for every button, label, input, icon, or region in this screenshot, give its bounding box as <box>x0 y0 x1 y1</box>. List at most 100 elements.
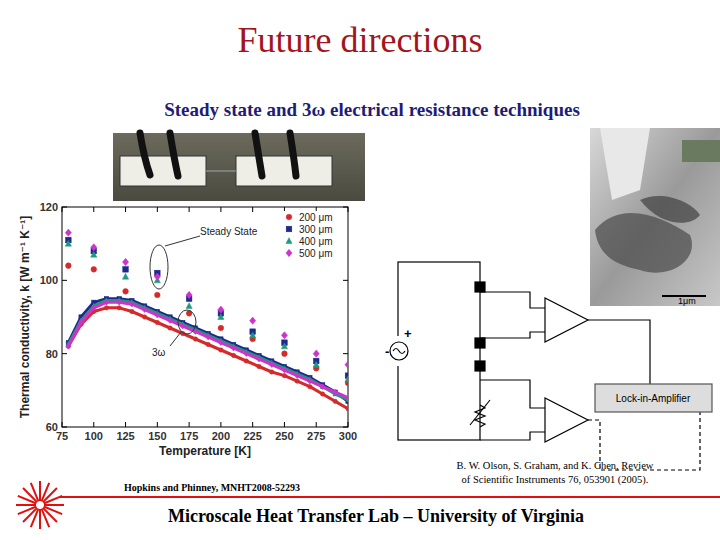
probe <box>140 133 150 175</box>
lock-in-box <box>595 384 712 412</box>
x-tick <box>189 207 190 212</box>
point-steady-state <box>250 332 256 338</box>
point-3omega <box>282 367 287 373</box>
y-tick-label: 60 <box>46 421 58 433</box>
point-3omega <box>218 340 223 346</box>
point-steady-state <box>313 350 319 357</box>
annotation-leader <box>165 236 200 246</box>
x-tick-label: 225 <box>243 430 261 442</box>
point-3omega <box>257 356 262 362</box>
logo-ray <box>39 481 41 501</box>
point-steady-state <box>186 303 192 309</box>
x-tick-label: 125 <box>116 430 134 442</box>
x-tick <box>189 422 190 427</box>
x-tick <box>62 207 63 212</box>
point-steady-state <box>345 361 348 368</box>
y-tick <box>343 427 348 428</box>
point-steady-state <box>345 376 348 382</box>
tem-region <box>600 128 650 200</box>
legend-marker <box>286 226 292 232</box>
point-steady-state <box>91 244 97 251</box>
legend-marker <box>286 249 292 256</box>
resistor-arrow <box>470 400 490 425</box>
tem-image <box>590 128 720 306</box>
point-steady-state <box>123 267 129 273</box>
minus-sign: - <box>385 344 389 359</box>
point-steady-state <box>66 263 72 269</box>
point-steady-state <box>218 325 224 331</box>
x-tick <box>125 422 126 427</box>
legend-marker <box>286 238 292 244</box>
point-steady-state <box>313 361 319 367</box>
circuit-citation: B. W. Olson, S. Graham, and K. Chen, Rev… <box>457 460 654 471</box>
probe <box>290 133 296 176</box>
x-tick-label: 275 <box>307 430 325 442</box>
legend-box <box>281 211 345 265</box>
point-3omega <box>66 343 71 349</box>
annotation-ellipse <box>178 310 196 334</box>
x-tick-label: 250 <box>275 430 293 442</box>
point-3omega <box>231 345 236 351</box>
y-tick-label: 80 <box>46 348 58 360</box>
scale-bar-label: 1μm <box>678 296 696 306</box>
point-steady-state <box>218 306 224 313</box>
contact <box>475 361 485 371</box>
point-3omega <box>219 348 223 352</box>
point-3omega <box>333 399 337 403</box>
y-tick <box>343 280 348 281</box>
probe <box>255 133 262 176</box>
point-steady-state <box>281 343 287 349</box>
tem-inset <box>682 140 720 162</box>
x-tick <box>157 422 158 427</box>
ac-symbol <box>393 349 405 354</box>
point-3omega <box>129 301 134 307</box>
point-3omega <box>155 320 159 324</box>
legend-marker <box>286 214 292 220</box>
contact <box>475 282 485 292</box>
annotations: Steady State3ω <box>150 226 258 358</box>
chart-citation: Hopkins and Phinney, MNHT2008-52293 <box>124 482 300 493</box>
logo-ray <box>16 504 36 506</box>
point-3omega <box>168 326 172 330</box>
point-3omega <box>257 364 261 368</box>
contact-pad <box>120 156 206 186</box>
point-3omega <box>180 323 185 329</box>
circuit-citation: of Scientific Instruments 76, 053901 (20… <box>462 474 649 486</box>
wire <box>588 320 650 384</box>
logo-ray <box>18 507 36 515</box>
slide: Future directionsSteady state and 3ω ele… <box>0 0 720 540</box>
legend-label: 500 μm <box>299 248 333 259</box>
logo-ray <box>42 509 50 527</box>
x-tick <box>252 207 253 212</box>
annotation-leader <box>170 332 181 346</box>
point-steady-state <box>154 273 160 280</box>
point-3omega <box>320 392 324 396</box>
background <box>0 0 720 540</box>
point-3omega <box>155 312 160 318</box>
point-3omega <box>193 337 197 341</box>
y-tick <box>62 280 67 281</box>
point-3omega <box>308 384 312 388</box>
x-tick-label: 100 <box>85 430 103 442</box>
x-tick <box>348 422 349 427</box>
logo-ray <box>44 496 62 504</box>
circuit <box>390 262 712 470</box>
x-tick-label: 175 <box>180 430 198 442</box>
y-tick <box>343 353 348 354</box>
point-steady-state <box>91 267 97 273</box>
x-axis-label: Temperature [K] <box>159 444 251 458</box>
wire <box>480 332 545 338</box>
probe <box>170 133 178 176</box>
ac-source <box>390 342 408 360</box>
logo-ray <box>39 509 41 529</box>
x-tick <box>157 207 158 212</box>
point-steady-state <box>186 291 192 298</box>
point-3omega <box>142 315 146 319</box>
x-tick-label: 150 <box>148 430 166 442</box>
x-tick <box>284 422 285 427</box>
y-tick-label: 100 <box>40 274 58 286</box>
point-3omega <box>244 359 248 363</box>
annotation-ellipse <box>150 245 168 289</box>
x-tick <box>125 207 126 212</box>
point-3omega <box>142 307 147 313</box>
